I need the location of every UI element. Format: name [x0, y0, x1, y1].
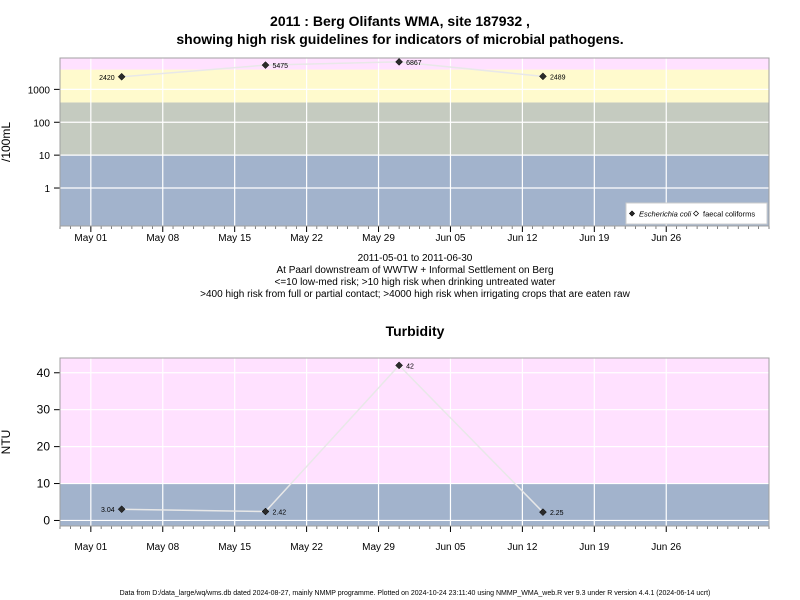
ecoli-data-label-1: 5475: [273, 63, 289, 70]
ecoli-data-label-2: 6867: [406, 60, 422, 67]
ecoli-data-point-1: [261, 61, 270, 69]
ecoli-legend-marker-0: [629, 210, 635, 217]
ecoli-data-point-3: [539, 72, 547, 81]
ecoli-x-tick-label-may-29: May 29: [362, 233, 395, 244]
ecoli-risk-band-1: [60, 102, 769, 156]
ecoli-risk-band-2: [60, 69, 769, 103]
chart-title-line-1: 2011 : Berg Olifants WMA, site 187932 ,: [270, 13, 530, 29]
turbidity-data-label-1: 2.42: [273, 510, 287, 517]
turbidity-y-axis-label: NTU: [0, 430, 13, 455]
turbidity-series-line-0: [121, 364, 544, 513]
chart-title-line-2: showing high risk guidelines for indicat…: [176, 31, 624, 47]
turbidity-x-tick-label-jun-26: Jun 26: [651, 542, 681, 553]
ecoli-x-tick-label-jun-19: Jun 19: [579, 233, 609, 244]
turbidity-data-label-2: 42: [406, 363, 414, 370]
ecoli-y-tick-label-10: 10: [39, 151, 51, 162]
ecoli-y-tick-label-1000: 1000: [28, 85, 51, 96]
turbidity-chart: May 01 May 08 May 15 May 22 May 29 Jun 05 Jun …: [0, 357, 770, 553]
turbidity-data-point-2: [395, 361, 403, 370]
ecoli-legend-marker-1: [693, 210, 699, 217]
ecoli-data-point-0: [117, 72, 126, 81]
ecoli-legend-label-escherichia-coli: Escherichia coli: [639, 210, 691, 219]
ecoli-y-axis-label: /100mL: [0, 122, 13, 162]
turbidity-x-tick-label-jun-05: Jun 05: [435, 542, 465, 553]
caption-site-description: At Paarl downstream of WWTW + Informal S…: [276, 265, 554, 276]
turbidity-data-point-1: [261, 507, 270, 516]
turbidity-y-tick-label-0: 0: [43, 513, 50, 527]
turbidity-y-tick-label-10: 10: [37, 477, 51, 491]
turbidity-data-point-0: [117, 505, 126, 514]
turbidity-data-label-3: 2.25: [550, 510, 564, 517]
ecoli-x-tick-label-may-08: May 08: [146, 233, 179, 244]
turbidity-y-tick-label-40: 40: [37, 366, 51, 380]
turbidity-y-tick-label-20: 20: [37, 440, 51, 454]
caption-risk-drinking: <=10 low-med risk; >10 high risk when dr…: [274, 277, 556, 288]
ecoli-x-tick-label-jun-26: Jun 26: [651, 233, 681, 244]
turbidity-x-tick-label-may-22: May 22: [290, 542, 323, 553]
turbidity-risk-band-1: [60, 358, 769, 484]
ecoli-data-label-3: 2489: [550, 74, 566, 81]
turbidity-risk-band-0: [60, 483, 769, 526]
ecoli-x-tick-label-may-15: May 15: [218, 233, 251, 244]
ecoli-data-point-2: [395, 58, 403, 66]
turbidity-x-tick-label-jun-19: Jun 19: [579, 542, 609, 553]
ecoli-y-tick-label-100: 100: [33, 118, 50, 129]
turbidity-data-label-0: 3.04: [101, 507, 115, 514]
ecoli-legend-label-faecal-coliforms: faecal coliforms: [703, 210, 755, 219]
ecoli-x-tick-label-jun-05: Jun 05: [435, 233, 465, 244]
turbidity-x-tick-label-may-15: May 15: [218, 542, 251, 553]
ecoli-y-tick-label-1: 1: [44, 184, 50, 195]
ecoli-x-tick-label-may-01: May 01: [74, 233, 107, 244]
turbidity-x-tick-label-may-08: May 08: [146, 542, 179, 553]
caption-risk-contact: >400 high risk from full or partial cont…: [200, 289, 630, 300]
ecoli-x-tick-label-jun-12: Jun 12: [507, 233, 537, 244]
footer-note: Data from D:/data_large/wq/wms.db dated …: [119, 590, 711, 597]
ecoli-series-line-0: [121, 61, 544, 78]
turbidity-x-tick-label-may-29: May 29: [362, 542, 395, 553]
turbidity-x-tick-label-jun-12: Jun 12: [507, 542, 537, 553]
ecoli-chart: May 01 May 08 May 15 May 22 May 29 Jun 05 Jun …: [0, 57, 770, 244]
ecoli-plot-frame: [59, 57, 770, 227]
ecoli-data-label-0: 2420: [99, 75, 115, 82]
ecoli-x-tick-label-may-22: May 22: [290, 233, 323, 244]
caption-date-range: 2011-05-01 to 2011-06-30: [357, 253, 473, 264]
turbidity-title: Turbidity: [385, 323, 445, 339]
turbidity-data-point-3: [539, 508, 547, 517]
turbidity-y-tick-label-30: 30: [37, 403, 51, 417]
turbidity-x-tick-label-may-01: May 01: [74, 542, 107, 553]
turbidity-plot-frame: [59, 357, 770, 527]
